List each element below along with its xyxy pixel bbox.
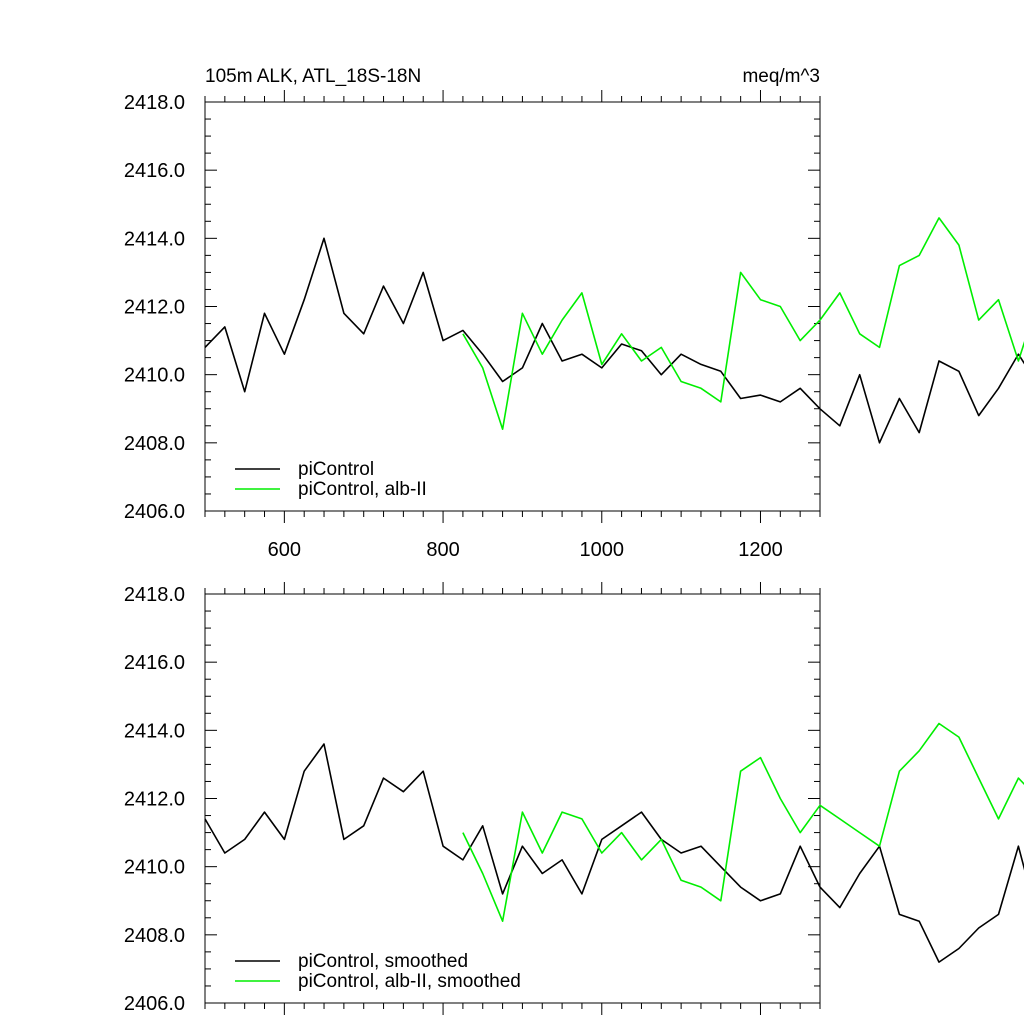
y-tick-label: 2408.0 bbox=[124, 925, 185, 947]
series-line-1 bbox=[204, 743, 1024, 963]
series-line-1 bbox=[204, 237, 1024, 444]
y-tick-label: 2412.0 bbox=[124, 297, 185, 319]
y-tick-label: 2414.0 bbox=[124, 720, 185, 742]
chart-panel-2: 2406.0 2408.0 2410.0 2412.0 2414.0 2416.0 2418… bbox=[124, 582, 1024, 1015]
legend-label: piControl, alb-II, smoothed bbox=[298, 971, 521, 992]
series-line-2 bbox=[462, 217, 1024, 431]
plot-title: 105m ALK, ATL_18S-18N bbox=[205, 66, 421, 87]
units-label: meq/m^3 bbox=[742, 66, 820, 87]
y-tick-label: 2410.0 bbox=[124, 365, 185, 387]
y-tick-label: 2418.0 bbox=[124, 584, 185, 606]
y-tick-label: 2406.0 bbox=[124, 993, 185, 1015]
y-tick-label: 2406.0 bbox=[124, 501, 185, 523]
x-tick-label: 600 bbox=[268, 539, 301, 561]
chart-panel-1: 2406.0 2408.0 2410.0 2412.0 2414.0 2416.0 2418… bbox=[124, 66, 1024, 561]
y-tick-label: 2416.0 bbox=[124, 160, 185, 182]
y-tick-label: 2416.0 bbox=[124, 652, 185, 674]
y-tick-label: 2418.0 bbox=[124, 92, 185, 114]
y-tick-label: 2408.0 bbox=[124, 433, 185, 455]
x-tick-label: 1000 bbox=[580, 539, 625, 561]
y-tick-label: 2414.0 bbox=[124, 228, 185, 250]
x-tick-label: 800 bbox=[426, 539, 459, 561]
plot-frame bbox=[204, 593, 821, 1004]
x-tick-label: 1200 bbox=[738, 539, 783, 561]
legend-label: piControl, smoothed bbox=[298, 951, 468, 972]
y-tick-label: 2412.0 bbox=[124, 789, 185, 811]
y-tick-label: 2410.0 bbox=[124, 857, 185, 879]
legend-label: piControl bbox=[298, 459, 374, 480]
plot-frame bbox=[204, 101, 821, 512]
legend-label: piControl, alb-II bbox=[298, 479, 427, 500]
series-line-2 bbox=[462, 722, 1024, 923]
